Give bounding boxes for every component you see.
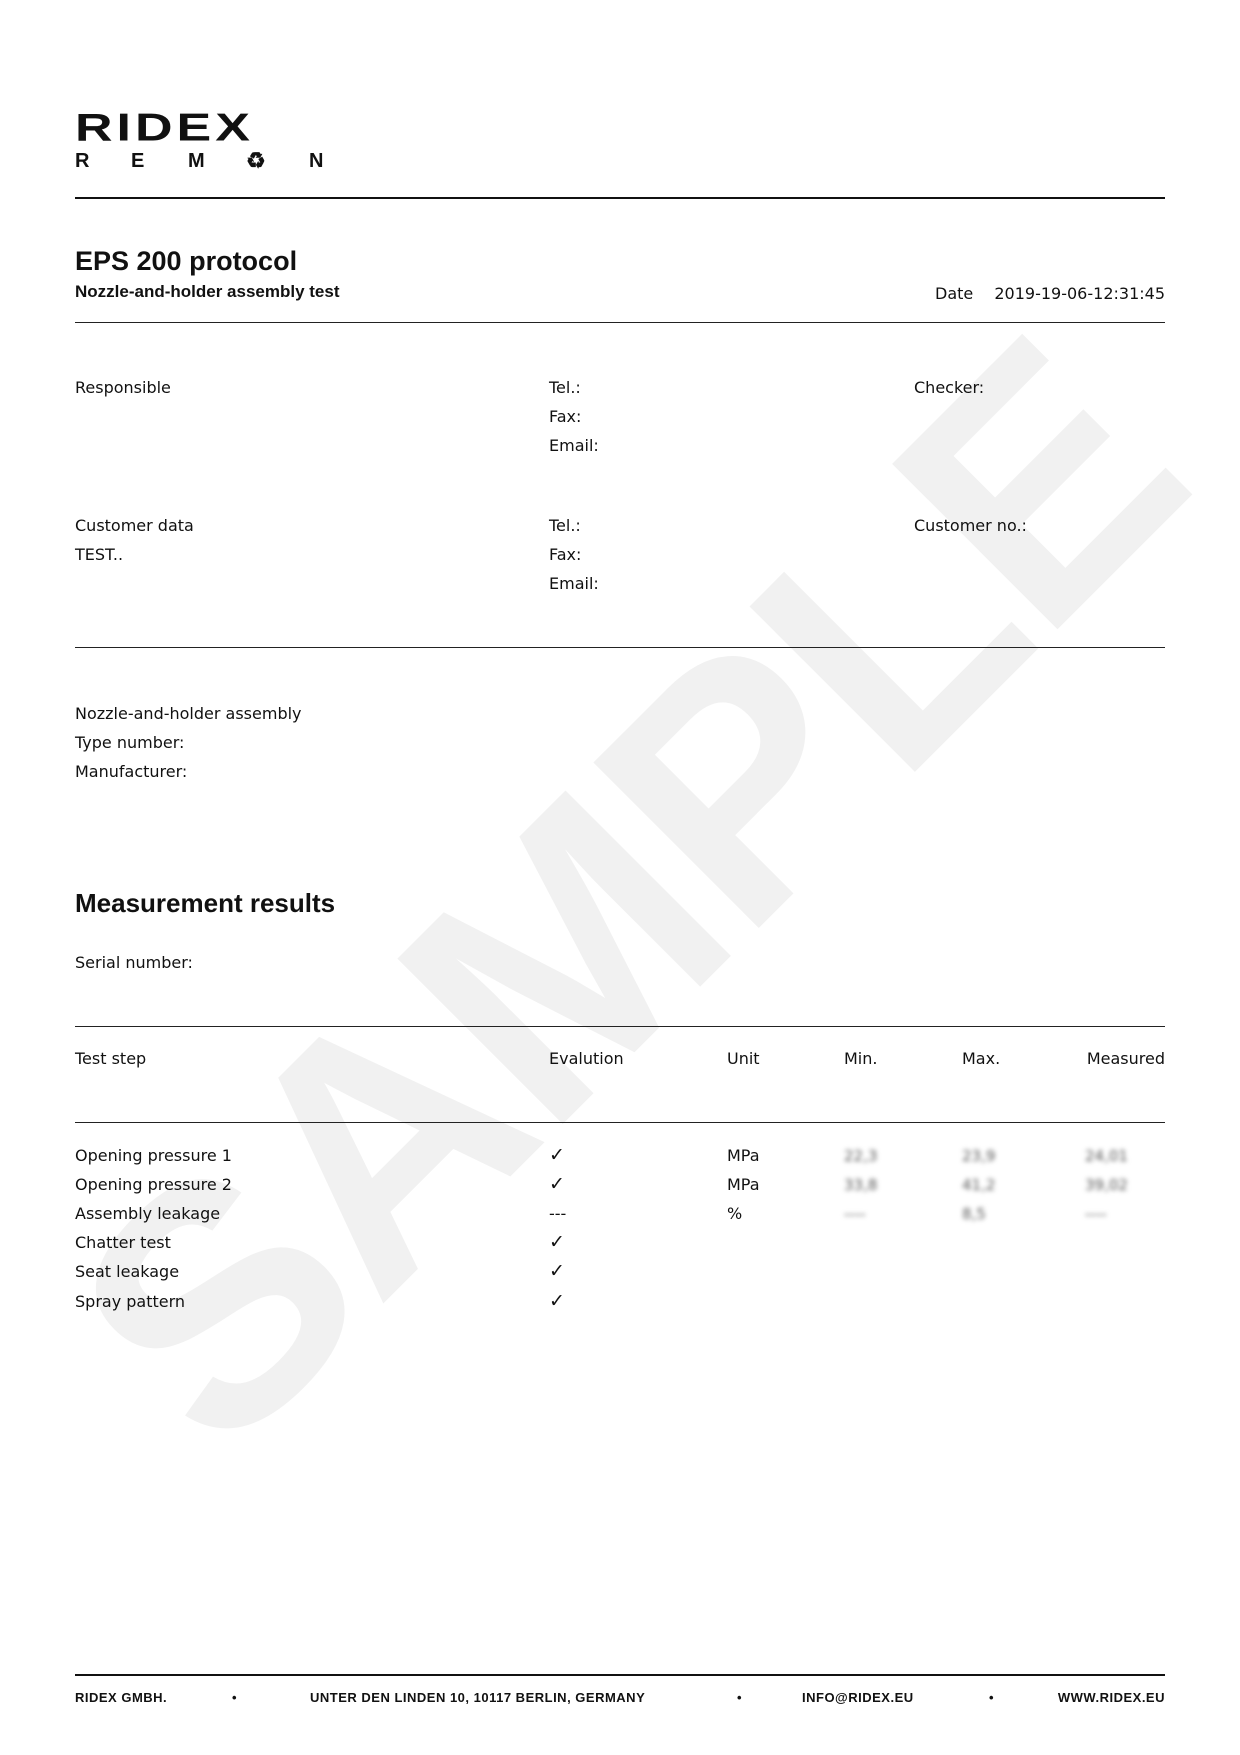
col-min: Min. [844, 1049, 878, 1068]
max-value: 23,9 [962, 1147, 996, 1165]
assembly-label: Nozzle-and-holder assembly [75, 704, 302, 723]
type-number-label: Type number: [75, 733, 185, 752]
responsible-email: Email: [549, 436, 599, 455]
unit: MPa [727, 1175, 760, 1195]
footer-divider [75, 1674, 1165, 1676]
recycle-icon: ♻ [246, 148, 266, 173]
divider [75, 197, 1165, 199]
logo-letter: E [131, 150, 145, 172]
logo-letter: M [188, 150, 205, 172]
divider [75, 647, 1165, 648]
evaluation: --- [549, 1204, 567, 1224]
customer-name: TEST.. [75, 545, 124, 564]
checkmark-icon: ✓ [549, 1144, 565, 1166]
unit: MPa [727, 1146, 760, 1165]
measurement-title: Measurement results [75, 888, 336, 918]
unit: % [727, 1204, 743, 1224]
min-value: 33,8 [844, 1176, 878, 1195]
footer-company: RIDEX GMBH. [75, 1690, 168, 1705]
checkmark-icon: ✓ [549, 1231, 565, 1254]
measured-value: ---- [1085, 1205, 1107, 1224]
date-label: Date [935, 284, 974, 303]
page-subtitle: Nozzle-and-holder assembly test [75, 282, 340, 301]
divider [75, 1122, 1165, 1123]
footer-separator: • [232, 1690, 238, 1705]
page-title: EPS 200 protocol [75, 246, 298, 276]
col-evaluation: Evalution [549, 1049, 624, 1068]
customer-no-label: Customer no.: [914, 516, 1027, 535]
manufacturer-label: Manufacturer: [75, 762, 188, 781]
customer-fax: Fax: [549, 545, 582, 564]
footer-email[interactable]: INFO@RIDEX.EU [802, 1690, 914, 1705]
responsible-fax: Fax: [549, 407, 582, 426]
footer-website[interactable]: WWW.RIDEX.EU [1057, 1690, 1165, 1705]
divider [75, 1026, 1165, 1027]
logo-letter: N [309, 150, 324, 172]
min-value: ---- [844, 1205, 866, 1224]
measured-value: 39,02 [1085, 1176, 1128, 1195]
responsible-label: Responsible [75, 378, 171, 397]
logo-letter: R [75, 150, 90, 172]
max-value: 8,5 [962, 1205, 986, 1224]
test-step: Assembly leakage [75, 1204, 221, 1224]
customer-email: Email: [549, 574, 599, 593]
col-test-step: Test step [75, 1049, 147, 1068]
test-step: Spray pattern [75, 1291, 186, 1311]
test-step: Seat leakage [75, 1262, 180, 1282]
test-step: Opening pressure 2 [75, 1175, 232, 1195]
checkmark-icon: ✓ [549, 1260, 565, 1283]
date-value: 2019-19-06-12:31:45 [994, 284, 1165, 303]
checkmark-icon: ✓ [549, 1173, 565, 1196]
checkmark-icon: ✓ [549, 1289, 565, 1312]
min-value: 22,3 [844, 1147, 878, 1165]
footer-address: UNTER DEN LINDEN 10, 10117 BERLIN, GERMA… [310, 1690, 646, 1705]
col-max: Max. [962, 1049, 1001, 1068]
footer-separator: • [989, 1690, 995, 1705]
logo-brand: RIDEX [75, 105, 254, 150]
col-unit: Unit [727, 1049, 760, 1068]
footer-separator: • [737, 1690, 743, 1705]
serial-number-label: Serial number: [75, 953, 193, 972]
customer-tel: Tel.: [549, 516, 581, 535]
divider [75, 322, 1165, 323]
test-step: Chatter test [75, 1233, 171, 1253]
max-value: 41,2 [962, 1176, 996, 1195]
checker-label: Checker: [914, 378, 985, 397]
responsible-tel: Tel.: [549, 378, 581, 397]
col-measured: Measured [1086, 1049, 1165, 1068]
measured-value: 24,01 [1085, 1147, 1128, 1165]
test-step: Opening pressure 1 [75, 1146, 232, 1165]
customer-label: Customer data [75, 516, 194, 535]
